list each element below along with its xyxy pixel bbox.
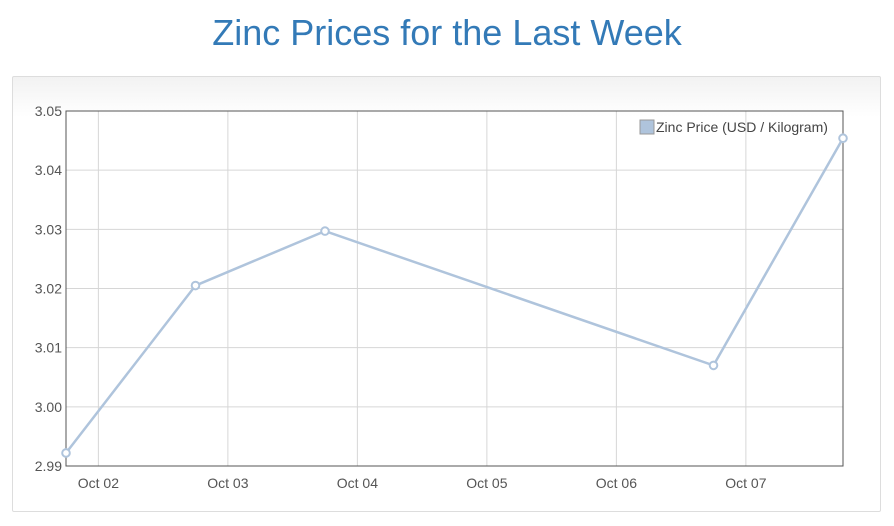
y-tick-label: 3.01 [35,340,62,356]
legend-swatch [639,119,655,135]
data-point [320,226,330,236]
plot-border [65,110,844,467]
y-tick-label: 3.03 [35,221,62,237]
data-point [190,280,201,291]
x-tick-label: Oct 07 [725,475,766,491]
x-tick-label: Oct 02 [78,475,119,491]
page-title: Zinc Prices for the Last Week [212,12,682,53]
y-tick-label: 2.99 [35,458,62,474]
x-tick-label: Oct 04 [337,475,378,491]
chart-panel [12,76,881,512]
legend-label: Zinc Price (USD / Kilogram) [656,119,828,135]
series-layer [61,133,848,458]
y-tick-label: 3.02 [35,281,62,297]
y-tick-label: 3.04 [35,162,62,178]
y-tick-label: 3.00 [35,399,62,415]
x-tick-label: Oct 05 [466,475,507,491]
data-point [708,360,719,371]
x-tick-label: Oct 03 [207,475,248,491]
x-tick-label: Oct 06 [596,475,637,491]
grid-lines [66,111,843,466]
series-line [65,137,845,454]
y-tick-label: 3.05 [35,103,62,119]
y-axis-ticks: 2.99 3.00 3.01 3.02 3.03 3.04 3.05 [35,103,62,474]
data-point [838,133,848,144]
x-axis-ticks: Oct 02 Oct 03 Oct 04 Oct 05 Oct 06 Oct 07 [78,475,767,491]
legend: Zinc Price (USD / Kilogram) [639,119,828,135]
data-point [61,448,71,458]
